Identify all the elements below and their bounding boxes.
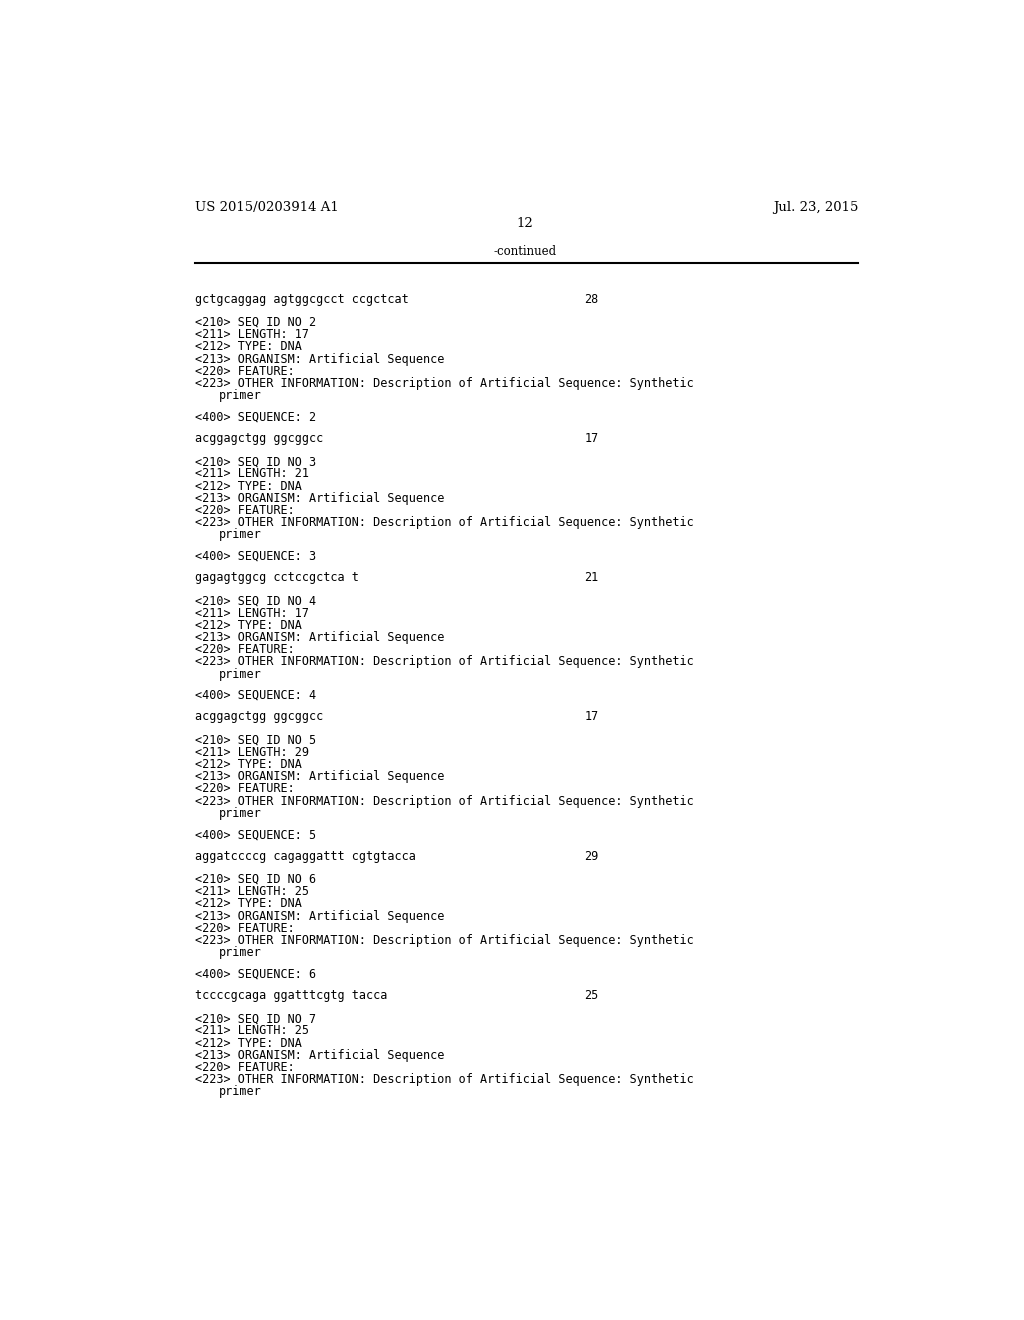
Text: <211> LENGTH: 25: <211> LENGTH: 25 <box>196 1024 309 1038</box>
Text: <212> TYPE: DNA: <212> TYPE: DNA <box>196 898 302 911</box>
Text: Jul. 23, 2015: Jul. 23, 2015 <box>773 201 858 214</box>
Text: 25: 25 <box>585 989 599 1002</box>
Text: <212> TYPE: DNA: <212> TYPE: DNA <box>196 479 302 492</box>
Text: <223> OTHER INFORMATION: Description of Artificial Sequence: Synthetic: <223> OTHER INFORMATION: Description of … <box>196 1073 694 1086</box>
Text: aggatccccg cagaggattt cgtgtacca: aggatccccg cagaggattt cgtgtacca <box>196 850 417 862</box>
Text: <211> LENGTH: 17: <211> LENGTH: 17 <box>196 329 309 341</box>
Text: <210> SEQ ID NO 6: <210> SEQ ID NO 6 <box>196 873 316 886</box>
Text: <223> OTHER INFORMATION: Description of Artificial Sequence: Synthetic: <223> OTHER INFORMATION: Description of … <box>196 935 694 946</box>
Text: <211> LENGTH: 17: <211> LENGTH: 17 <box>196 607 309 619</box>
Text: <400> SEQUENCE: 3: <400> SEQUENCE: 3 <box>196 549 316 562</box>
Text: 17: 17 <box>585 710 599 723</box>
Text: 29: 29 <box>585 850 599 862</box>
Text: US 2015/0203914 A1: US 2015/0203914 A1 <box>196 201 339 214</box>
Text: <212> TYPE: DNA: <212> TYPE: DNA <box>196 341 302 354</box>
Text: <400> SEQUENCE: 5: <400> SEQUENCE: 5 <box>196 828 316 841</box>
Text: <213> ORGANISM: Artificial Sequence: <213> ORGANISM: Artificial Sequence <box>196 631 444 644</box>
Text: gctgcaggag agtggcgcct ccgctcat: gctgcaggag agtggcgcct ccgctcat <box>196 293 410 305</box>
Text: <210> SEQ ID NO 3: <210> SEQ ID NO 3 <box>196 455 316 469</box>
Text: primer: primer <box>219 807 262 820</box>
Text: <213> ORGANISM: Artificial Sequence: <213> ORGANISM: Artificial Sequence <box>196 352 444 366</box>
Text: <212> TYPE: DNA: <212> TYPE: DNA <box>196 1036 302 1049</box>
Text: <223> OTHER INFORMATION: Description of Artificial Sequence: Synthetic: <223> OTHER INFORMATION: Description of … <box>196 516 694 529</box>
Text: <220> FEATURE:: <220> FEATURE: <box>196 783 295 796</box>
Text: acggagctgg ggcggcc: acggagctgg ggcggcc <box>196 710 324 723</box>
Text: <400> SEQUENCE: 6: <400> SEQUENCE: 6 <box>196 968 316 981</box>
Text: <210> SEQ ID NO 5: <210> SEQ ID NO 5 <box>196 734 316 747</box>
Text: primer: primer <box>219 389 262 403</box>
Text: <223> OTHER INFORMATION: Description of Artificial Sequence: Synthetic: <223> OTHER INFORMATION: Description of … <box>196 795 694 808</box>
Text: <213> ORGANISM: Artificial Sequence: <213> ORGANISM: Artificial Sequence <box>196 492 444 504</box>
Text: 28: 28 <box>585 293 599 305</box>
Text: <400> SEQUENCE: 2: <400> SEQUENCE: 2 <box>196 411 316 424</box>
Text: 17: 17 <box>585 432 599 445</box>
Text: 12: 12 <box>516 218 534 231</box>
Text: <211> LENGTH: 29: <211> LENGTH: 29 <box>196 746 309 759</box>
Text: acggagctgg ggcggcc: acggagctgg ggcggcc <box>196 432 324 445</box>
Text: 21: 21 <box>585 572 599 583</box>
Text: <223> OTHER INFORMATION: Description of Artificial Sequence: Synthetic: <223> OTHER INFORMATION: Description of … <box>196 378 694 389</box>
Text: <210> SEQ ID NO 7: <210> SEQ ID NO 7 <box>196 1012 316 1026</box>
Text: <220> FEATURE:: <220> FEATURE: <box>196 1061 295 1074</box>
Text: <210> SEQ ID NO 2: <210> SEQ ID NO 2 <box>196 315 316 329</box>
Text: <210> SEQ ID NO 4: <210> SEQ ID NO 4 <box>196 594 316 607</box>
Text: <220> FEATURE:: <220> FEATURE: <box>196 643 295 656</box>
Text: <211> LENGTH: 21: <211> LENGTH: 21 <box>196 467 309 480</box>
Text: primer: primer <box>219 1085 262 1098</box>
Text: <220> FEATURE:: <220> FEATURE: <box>196 364 295 378</box>
Text: <212> TYPE: DNA: <212> TYPE: DNA <box>196 619 302 632</box>
Text: <212> TYPE: DNA: <212> TYPE: DNA <box>196 758 302 771</box>
Text: gagagtggcg cctccgctca t: gagagtggcg cctccgctca t <box>196 572 359 583</box>
Text: <220> FEATURE:: <220> FEATURE: <box>196 504 295 517</box>
Text: <213> ORGANISM: Artificial Sequence: <213> ORGANISM: Artificial Sequence <box>196 771 444 783</box>
Text: -continued: -continued <box>494 244 556 257</box>
Text: <211> LENGTH: 25: <211> LENGTH: 25 <box>196 886 309 898</box>
Text: primer: primer <box>219 528 262 541</box>
Text: <213> ORGANISM: Artificial Sequence: <213> ORGANISM: Artificial Sequence <box>196 1049 444 1061</box>
Text: primer: primer <box>219 946 262 960</box>
Text: <223> OTHER INFORMATION: Description of Artificial Sequence: Synthetic: <223> OTHER INFORMATION: Description of … <box>196 656 694 668</box>
Text: <213> ORGANISM: Artificial Sequence: <213> ORGANISM: Artificial Sequence <box>196 909 444 923</box>
Text: <400> SEQUENCE: 4: <400> SEQUENCE: 4 <box>196 689 316 702</box>
Text: primer: primer <box>219 668 262 681</box>
Text: <220> FEATURE:: <220> FEATURE: <box>196 921 295 935</box>
Text: tccccgcaga ggatttcgtg tacca: tccccgcaga ggatttcgtg tacca <box>196 989 388 1002</box>
